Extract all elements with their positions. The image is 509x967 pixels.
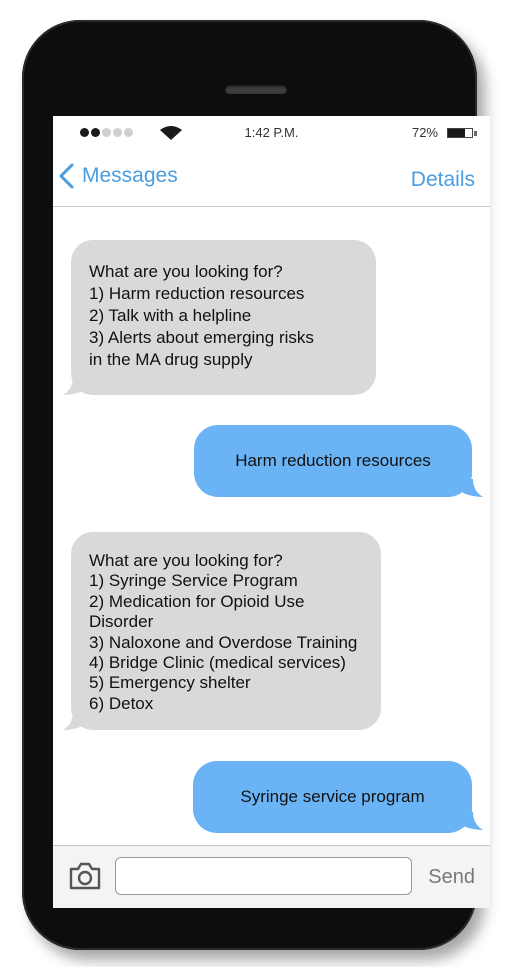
signal-dot — [102, 128, 111, 137]
incoming-message-bubble: What are you looking for? 1) Harm reduct… — [71, 240, 376, 395]
message-line: 3) Naloxone and Overdose Training — [89, 632, 358, 652]
message-line: 3) Alerts about emerging risks — [89, 328, 314, 347]
camera-icon[interactable] — [68, 861, 102, 891]
outgoing-bubble-tail — [463, 812, 483, 830]
outgoing-message-bubble: Harm reduction resources — [194, 425, 472, 497]
message-line: Harm reduction resources — [235, 451, 431, 470]
back-to-messages-button[interactable]: Messages — [57, 163, 178, 189]
message-line: 4) Bridge Clinic (medical services) — [89, 653, 346, 673]
message-thread: What are you looking for? 1) Harm reduct… — [53, 207, 490, 845]
battery-tip — [474, 131, 477, 136]
incoming-message-bubble: What are you looking for? 1) Syringe Ser… — [71, 532, 381, 730]
message-line: What are you looking for? — [89, 551, 283, 570]
outgoing-bubble-tail — [463, 479, 483, 497]
message-input[interactable] — [115, 857, 412, 895]
details-button[interactable]: Details — [410, 168, 475, 191]
signal-dot — [124, 128, 133, 137]
outgoing-message-bubble: Syringe service program — [193, 761, 472, 833]
navigation-bar: Messages Details — [53, 150, 490, 207]
message-line: in the MA drug supply — [89, 350, 253, 369]
battery-fill — [448, 129, 466, 137]
battery-percent: 72% — [411, 125, 438, 140]
phone-speaker — [225, 85, 287, 94]
signal-strength-icon — [80, 128, 133, 137]
status-bar: 1:42 P.M. 72% — [53, 116, 490, 150]
message-line: 6) Detox — [89, 693, 154, 713]
incoming-bubble-tail — [63, 712, 83, 730]
signal-dot — [80, 128, 89, 137]
signal-dot — [91, 128, 100, 137]
message-line: 5) Emergency shelter — [89, 673, 251, 693]
message-line: 2) Medication for Opioid Use — [89, 591, 305, 611]
back-button-label: Messages — [82, 164, 178, 187]
battery-icon — [447, 128, 473, 138]
signal-dot — [113, 128, 122, 137]
message-line: Disorder — [89, 612, 154, 632]
phone-frame: 1:42 P.M. 72% Messages Details What are … — [22, 20, 490, 950]
message-line: Syringe service program — [240, 787, 425, 806]
status-time: 1:42 P.M. — [244, 125, 299, 140]
incoming-bubble-tail — [63, 377, 83, 395]
message-line: 1) Syringe Service Program — [89, 571, 298, 591]
message-line: What are you looking for? — [89, 262, 283, 281]
send-button[interactable]: Send — [428, 866, 475, 888]
phone-screen: 1:42 P.M. 72% Messages Details What are … — [53, 116, 490, 908]
wifi-icon — [160, 126, 182, 140]
compose-bar: Send — [53, 845, 490, 908]
message-line: 2) Talk with a helpline — [89, 306, 252, 325]
chevron-left-icon — [59, 163, 74, 189]
message-line: 1) Harm reduction resources — [89, 284, 305, 303]
